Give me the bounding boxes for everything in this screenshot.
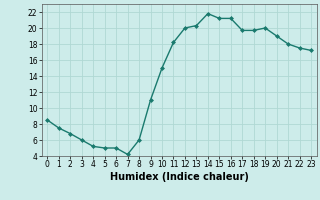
X-axis label: Humidex (Indice chaleur): Humidex (Indice chaleur) [110,172,249,182]
